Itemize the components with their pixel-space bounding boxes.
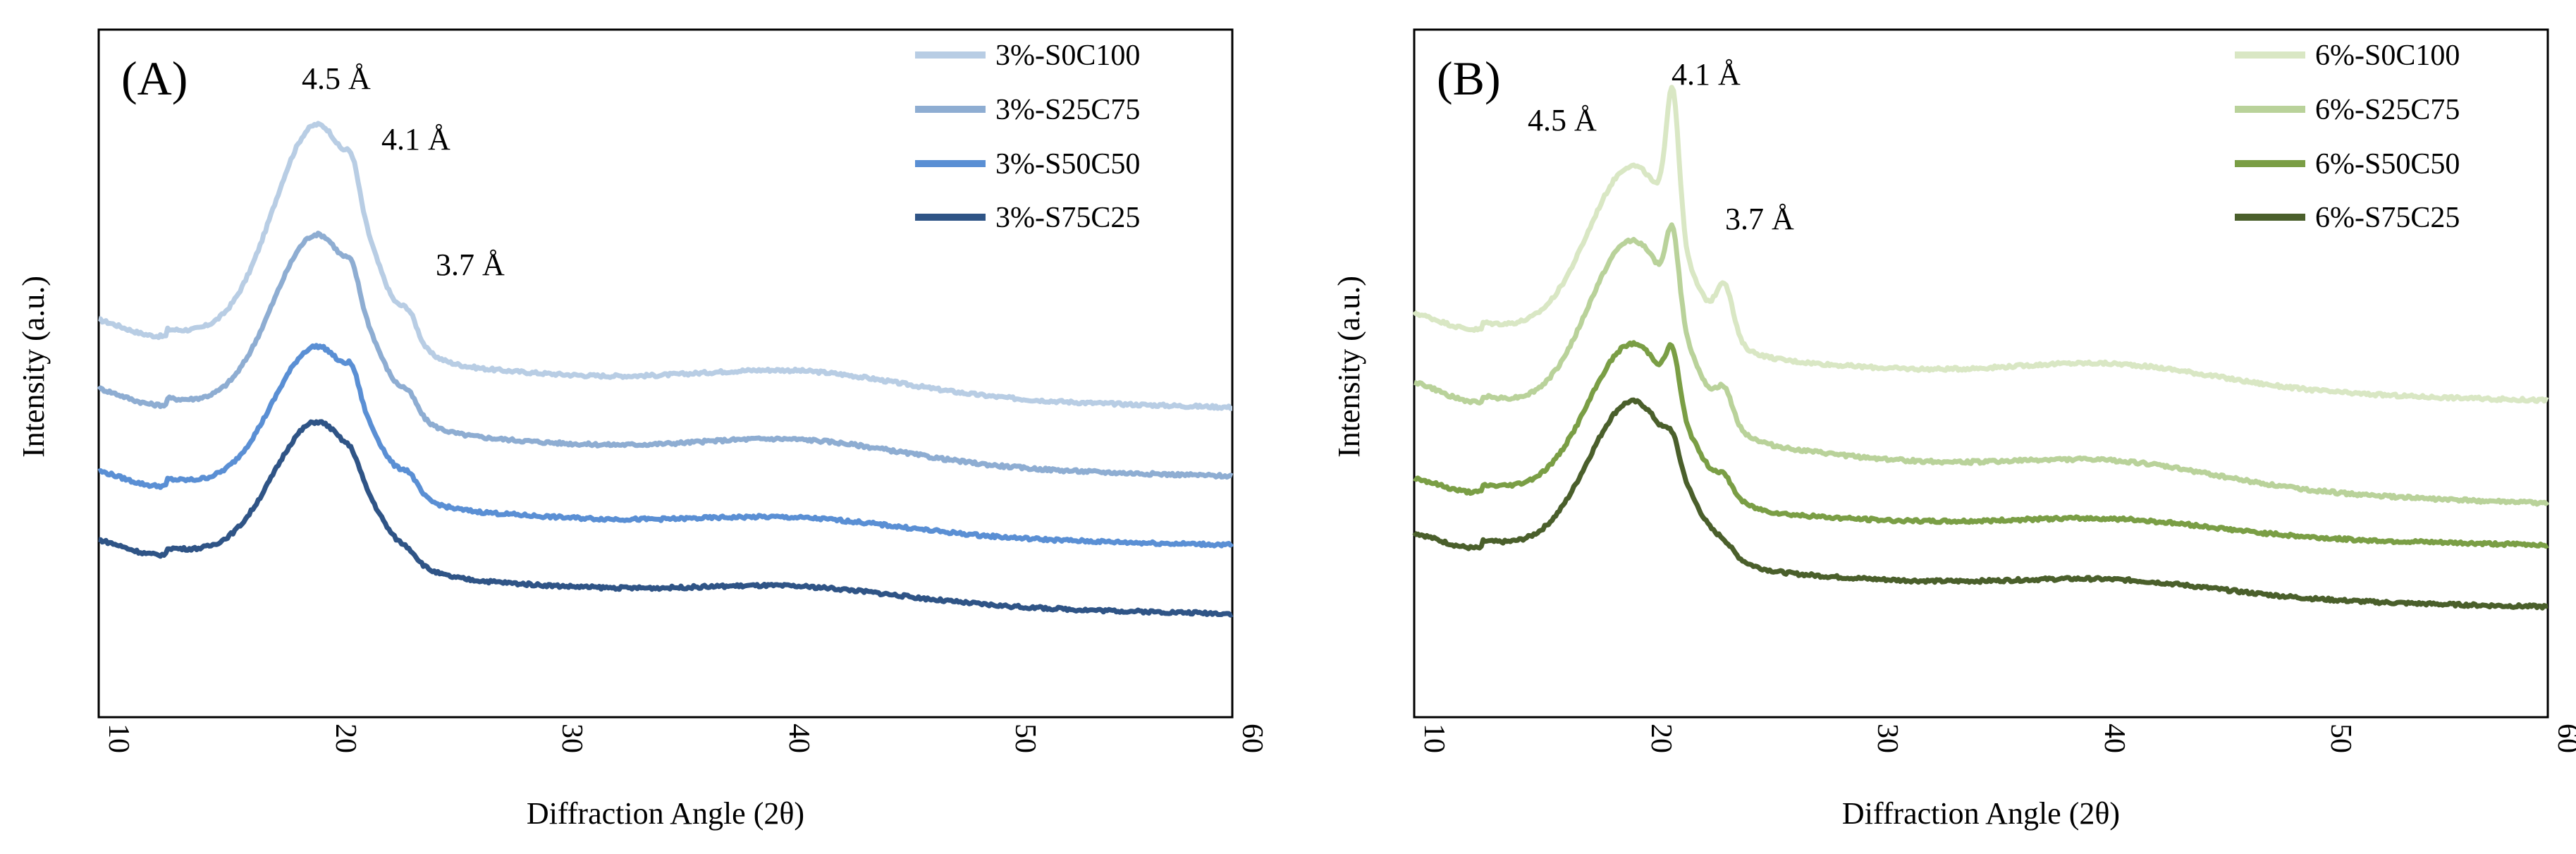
legend-label-b-2: 6%-S25C75 (2315, 94, 2460, 126)
series-line-3pct-s0c100 (98, 121, 1233, 411)
panel-label-a: (A) (121, 51, 188, 105)
annotation-b-2: 4.5 Å (1528, 103, 1597, 138)
series-line-3pct-s50c50 (97, 343, 1234, 549)
annotation-b-3: 3.7 Å (1725, 202, 1794, 236)
x-tick-b-40: 40 (2098, 724, 2130, 753)
x-tick-b-20: 20 (1645, 724, 1677, 753)
panel-b: (B) 4.1 Å 4.5 Å 3.7 Å 6%-S0C100 6%-S25C7… (1332, 28, 2576, 831)
y-axis-title-b: Intensity (a.u.) (1332, 276, 1366, 458)
plot-area-b (1413, 28, 2549, 719)
series-line-6pct-s25c75 (1413, 222, 2550, 507)
x-tick-b-50: 50 (2324, 724, 2357, 753)
series-line-3pct-s75c25 (98, 419, 1234, 618)
x-tick-a-20: 20 (329, 724, 362, 753)
legend-label-a-3: 3%-S50C50 (995, 148, 1140, 181)
series-lines-a (97, 121, 1234, 618)
legend-label-a-1: 3%-S0C100 (995, 39, 1140, 72)
annotation-b-1: 4.1 Å (1672, 57, 1741, 92)
x-tick-a-50: 50 (1009, 724, 1041, 753)
x-tick-a-30: 30 (556, 724, 588, 753)
x-axis-title-a: Diffraction Angle (2θ) (527, 796, 804, 831)
legend-label-b-4: 6%-S75C25 (2315, 202, 2460, 234)
panel-a: (A) 4.5 Å 4.1 Å 3.7 Å 3%-S0C100 3%-S25C7… (16, 28, 1268, 831)
y-axis-title-a: Intensity (a.u.) (16, 276, 51, 458)
x-tick-a-60: 60 (1236, 724, 1268, 753)
legend-label-b-1: 6%-S0C100 (2315, 39, 2460, 72)
plot-area-a (97, 28, 1234, 719)
x-tick-b-60: 60 (2551, 724, 2576, 753)
x-tick-a-10: 10 (102, 724, 135, 753)
annotation-a-2: 4.1 Å (381, 122, 450, 157)
x-tick-a-40: 40 (783, 724, 815, 753)
x-tick-b-10: 10 (1418, 724, 1450, 753)
annotation-a-3: 3.7 Å (436, 248, 505, 282)
x-axis-b: 10 20 30 40 50 60 (1418, 724, 2576, 753)
x-tick-b-30: 30 (1871, 724, 1903, 753)
legend-b: 6%-S0C100 6%-S25C75 6%-S50C50 6%-S75C25 (2235, 39, 2460, 234)
legend-a: 3%-S0C100 3%-S25C75 3%-S50C50 3%-S75C25 (915, 39, 1140, 234)
legend-label-b-3: 6%-S50C50 (2315, 148, 2460, 181)
series-lines-b (1412, 85, 2550, 611)
series-line-6pct-s50c50 (1413, 340, 2549, 549)
x-axis-title-b: Diffraction Angle (2θ) (1842, 796, 2120, 831)
series-line-3pct-s25c75 (97, 231, 1234, 480)
panel-label-b: (B) (1437, 51, 1501, 105)
legend-label-a-2: 3%-S25C75 (995, 94, 1140, 126)
series-line-6pct-s0c100 (1412, 85, 2549, 404)
x-axis-a: 10 20 30 40 50 60 (102, 724, 1268, 753)
annotation-a-1: 4.5 Å (302, 61, 371, 96)
series-line-6pct-s75c25 (1412, 397, 2549, 611)
legend-label-a-4: 3%-S75C25 (995, 202, 1140, 234)
